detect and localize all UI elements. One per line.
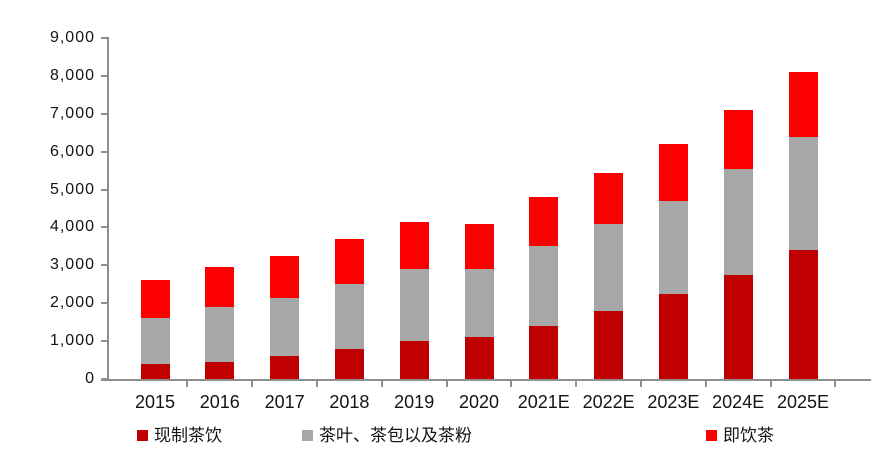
y-axis-label-6000: 6,000: [49, 142, 95, 160]
legend-label-tea-leaf-bag-powder: 茶叶、茶包以及茶粉: [319, 426, 472, 445]
y-axis-label-3000: 3,000: [49, 256, 95, 274]
x-axis-label-2021e: 2021E: [517, 392, 570, 412]
bar-segment-s1-2022e: [594, 223, 624, 311]
bar-segment-s1-2015: [140, 318, 170, 364]
bar-segment-s0-2020: [464, 337, 494, 379]
x-axis-label-2019: 2019: [394, 392, 435, 412]
y-axis-tick-9000: [101, 37, 108, 39]
y-axis-tick-4000: [101, 226, 108, 229]
x-axis-label-2015: 2015: [134, 392, 176, 412]
y-axis-tick-2000: [101, 302, 108, 305]
bar-segment-s2-2024e: [723, 109, 753, 169]
bar-segment-s0-2015: [140, 363, 170, 379]
y-axis-line: [107, 37, 109, 380]
bar-segment-s1-2025e: [788, 136, 818, 251]
bar-segment-s0-2021e: [529, 325, 559, 379]
bar-segment-s1-2018: [334, 284, 364, 349]
x-axis-label-2025e: 2025E: [776, 392, 830, 412]
y-axis-label-7000: 7,000: [49, 104, 95, 122]
x-axis-label-2024e: 2024E: [712, 392, 765, 412]
bar-segment-s0-2022e: [594, 310, 624, 379]
x-axis-tick-6: [575, 380, 578, 387]
x-axis-tick-0: [186, 380, 189, 387]
bar-segment-s2-2015: [140, 280, 170, 319]
bar-segment-s1-2020: [464, 269, 494, 338]
x-axis-label-2017: 2017: [264, 392, 305, 412]
y-axis-tick-1000: [101, 340, 108, 343]
y-axis-label-0: 0: [85, 370, 95, 387]
bar-segment-s0-2018: [334, 348, 364, 379]
bar-segment-s1-2016: [205, 307, 235, 362]
x-axis-tick-7: [640, 380, 642, 387]
y-axis-tick-7000: [101, 112, 108, 115]
bar-segment-s0-2019: [399, 341, 429, 379]
y-axis-tick-3000: [101, 264, 108, 267]
x-axis-label-2018: 2018: [329, 392, 370, 412]
x-axis-tick-8: [704, 380, 707, 387]
bar-segment-s2-2018: [334, 238, 364, 285]
bar-segment-s1-2019: [399, 269, 429, 342]
bar-segment-s0-2016: [205, 361, 235, 379]
x-axis-tick-1: [251, 380, 254, 387]
bar-segment-s1-2021e: [529, 246, 559, 326]
legend-swatch-tea-leaf-bag-powder: [302, 430, 313, 441]
bar-segment-s2-2022e: [594, 172, 624, 224]
x-axis-tick-5: [510, 380, 513, 387]
bar-segment-s2-2019: [399, 221, 429, 270]
y-axis-label-9000: 9,000: [49, 29, 95, 46]
bar-segment-s1-2017: [270, 297, 300, 357]
bar-segment-s0-2023e: [658, 293, 688, 379]
x-axis-tick-9: [769, 380, 772, 387]
y-axis-tick-0: [101, 378, 108, 380]
x-axis-tick-10: [834, 380, 837, 387]
legend-label-freshly-made-tea: 现制茶饮: [154, 426, 222, 445]
x-axis-line: [101, 379, 871, 381]
x-axis-label-2022e: 2022E: [582, 392, 635, 412]
y-axis-tick-6000: [101, 150, 108, 153]
bar-segment-s1-2023e: [658, 200, 688, 294]
bar-segment-s2-2020: [464, 223, 494, 270]
y-axis-label-8000: 8,000: [49, 66, 95, 84]
x-axis-tick-4: [445, 380, 448, 387]
x-axis-tick-3: [380, 380, 383, 387]
x-axis-label-2023e: 2023E: [647, 392, 700, 412]
legend-item-tea-leaf-bag-powder: 茶叶、茶包以及茶粉: [302, 427, 472, 444]
x-axis-tick-2: [316, 380, 318, 387]
x-axis-label-2016: 2016: [199, 392, 240, 412]
bar-segment-s1-2024e: [723, 168, 753, 275]
legend: 现制茶饮 茶叶、茶包以及茶粉 即饮茶: [0, 427, 877, 451]
bar-segment-s2-2025e: [788, 72, 818, 137]
legend-item-freshly-made-tea: 现制茶饮: [137, 427, 222, 444]
x-axis-label-2020: 2020: [458, 392, 500, 412]
bar-segment-s2-2016: [205, 267, 235, 307]
bar-segment-s2-2023e: [658, 144, 688, 201]
bar-segment-s0-2017: [270, 356, 300, 379]
y-axis-label-5000: 5,000: [49, 180, 95, 198]
legend-swatch-rtd-tea: [706, 430, 717, 441]
bar-segment-s0-2025e: [788, 250, 818, 379]
y-axis-label-1000: 1,000: [49, 332, 95, 350]
bar-segment-s0-2024e: [723, 274, 753, 379]
legend-item-rtd-tea: 即饮茶: [706, 427, 774, 444]
bar-segment-s2-2021e: [529, 197, 559, 247]
legend-swatch-freshly-made-tea: [137, 430, 148, 441]
legend-label-rtd-tea: 即饮茶: [723, 426, 774, 445]
y-axis-label-4000: 4,000: [49, 218, 95, 236]
y-axis-tick-5000: [101, 188, 108, 191]
y-axis-label-2000: 2,000: [49, 294, 95, 312]
bar-segment-s2-2017: [270, 255, 300, 298]
y-axis-tick-8000: [101, 74, 108, 77]
